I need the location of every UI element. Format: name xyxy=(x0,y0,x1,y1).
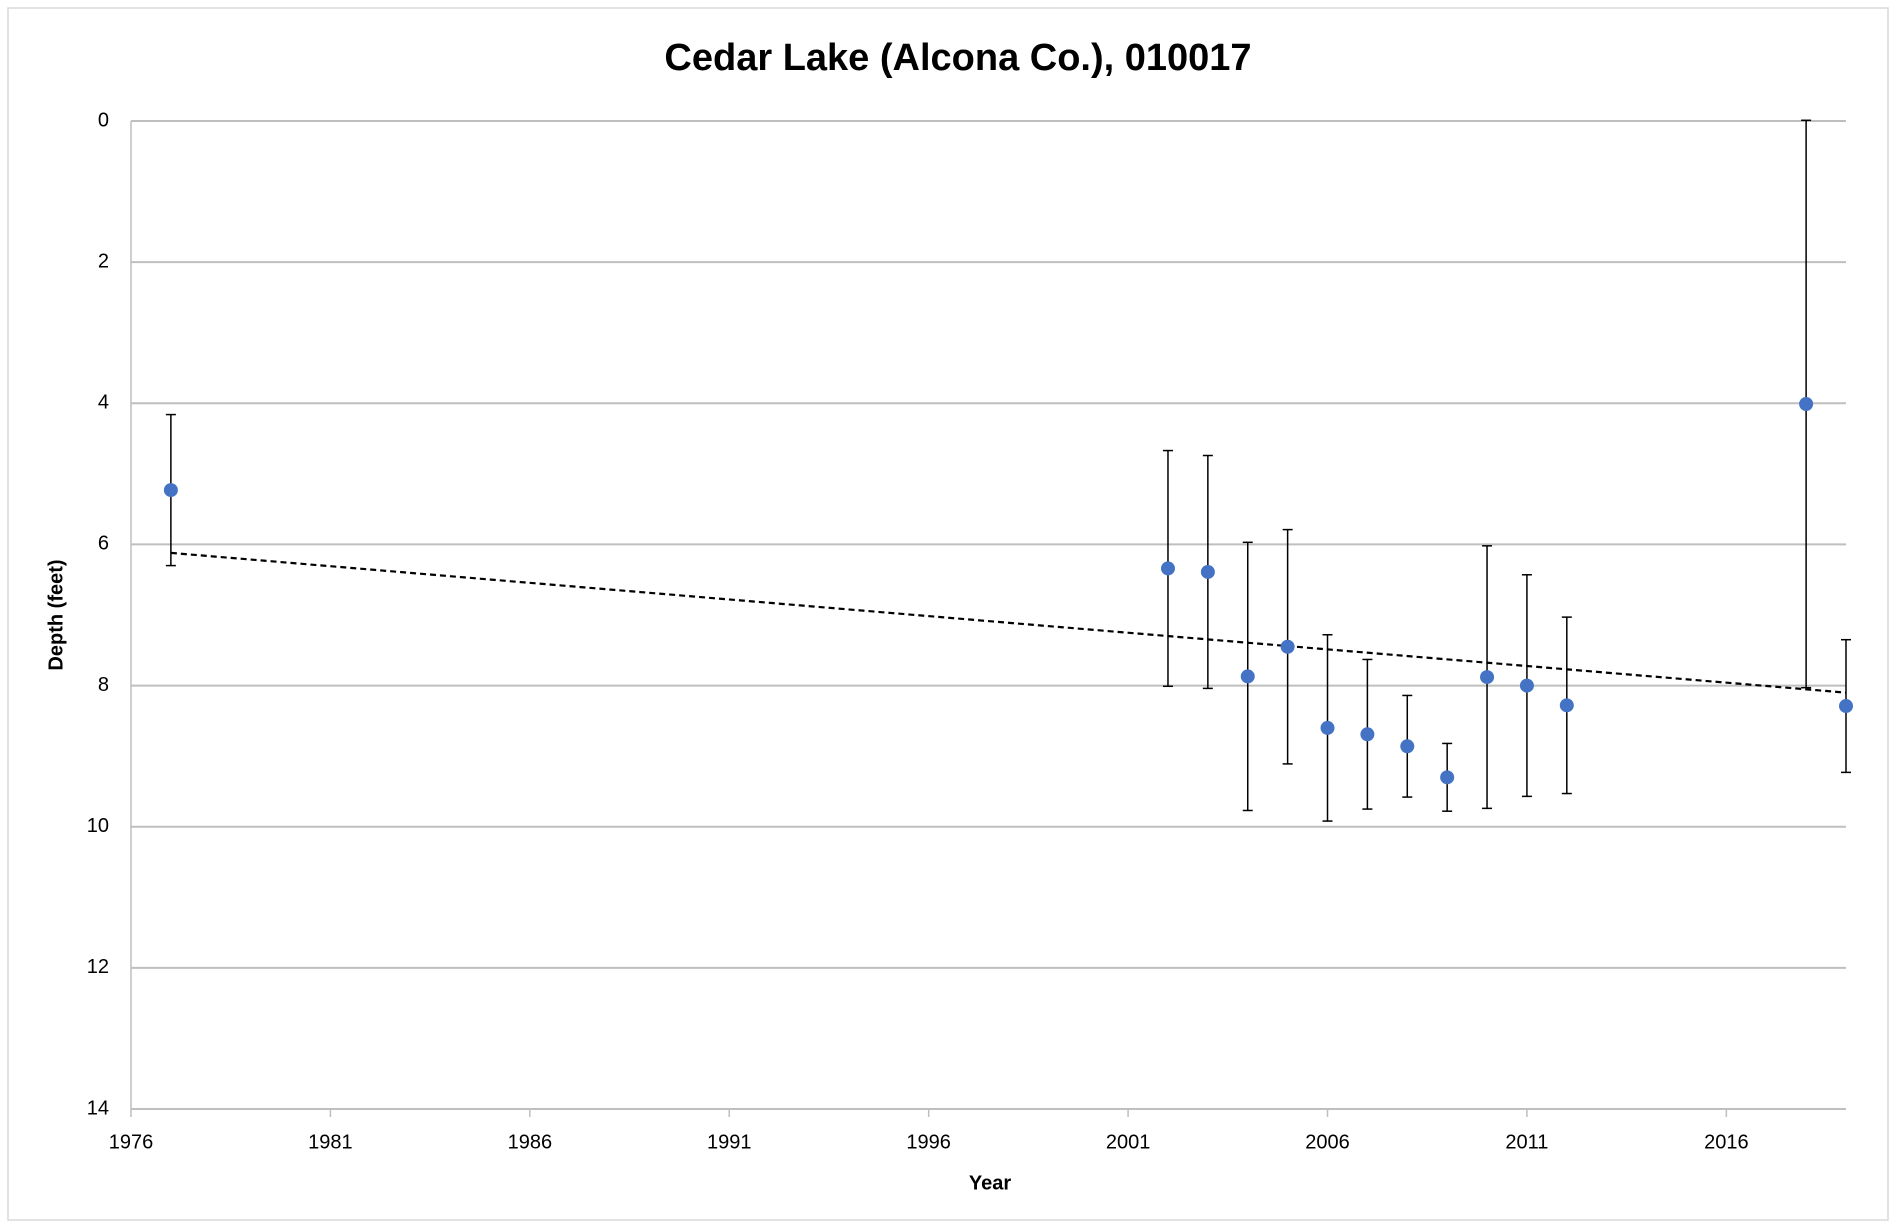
y-tick-label: 0 xyxy=(98,109,109,131)
data-point xyxy=(1160,561,1175,576)
x-tick-label: 1981 xyxy=(308,1131,353,1153)
data-point xyxy=(1280,639,1295,654)
y-tick-label: 10 xyxy=(87,815,109,837)
x-tick-label: 1996 xyxy=(906,1131,951,1153)
data-point xyxy=(1519,678,1534,693)
x-tick-label: 1976 xyxy=(109,1131,154,1153)
y-tick-label: 4 xyxy=(98,392,109,414)
x-tick-label: 1991 xyxy=(707,1131,752,1153)
data-point xyxy=(1240,669,1255,684)
data-point xyxy=(1559,698,1574,713)
data-point xyxy=(1799,396,1814,411)
y-tick-label: 2 xyxy=(98,250,109,272)
data-point xyxy=(1839,699,1853,714)
x-tick-label: 1986 xyxy=(508,1131,553,1153)
chart-title: Cedar Lake (Alcona Co.), 010017 xyxy=(664,37,1251,79)
y-tick-label: 14 xyxy=(87,1097,109,1119)
x-axis-label: Year xyxy=(969,1172,1011,1194)
y-axis-label: Depth (feet) xyxy=(45,559,67,670)
data-point xyxy=(163,483,178,498)
x-tick-label: 2006 xyxy=(1305,1131,1350,1153)
x-tick-label: 2001 xyxy=(1106,1131,1151,1153)
y-tick-label: 6 xyxy=(98,533,109,555)
data-point xyxy=(1480,670,1495,685)
data-point xyxy=(1320,720,1335,735)
y-tick-label: 12 xyxy=(87,956,109,978)
chart-frame xyxy=(7,7,1889,1221)
data-point xyxy=(1200,564,1215,579)
y-tick-label: 8 xyxy=(98,674,109,696)
x-tick-label: 2011 xyxy=(1505,1131,1548,1153)
data-point xyxy=(1400,739,1415,754)
trend-line xyxy=(170,551,1847,694)
x-tick-label: 2016 xyxy=(1704,1131,1749,1153)
data-point xyxy=(1440,770,1455,785)
data-point xyxy=(1360,727,1375,742)
